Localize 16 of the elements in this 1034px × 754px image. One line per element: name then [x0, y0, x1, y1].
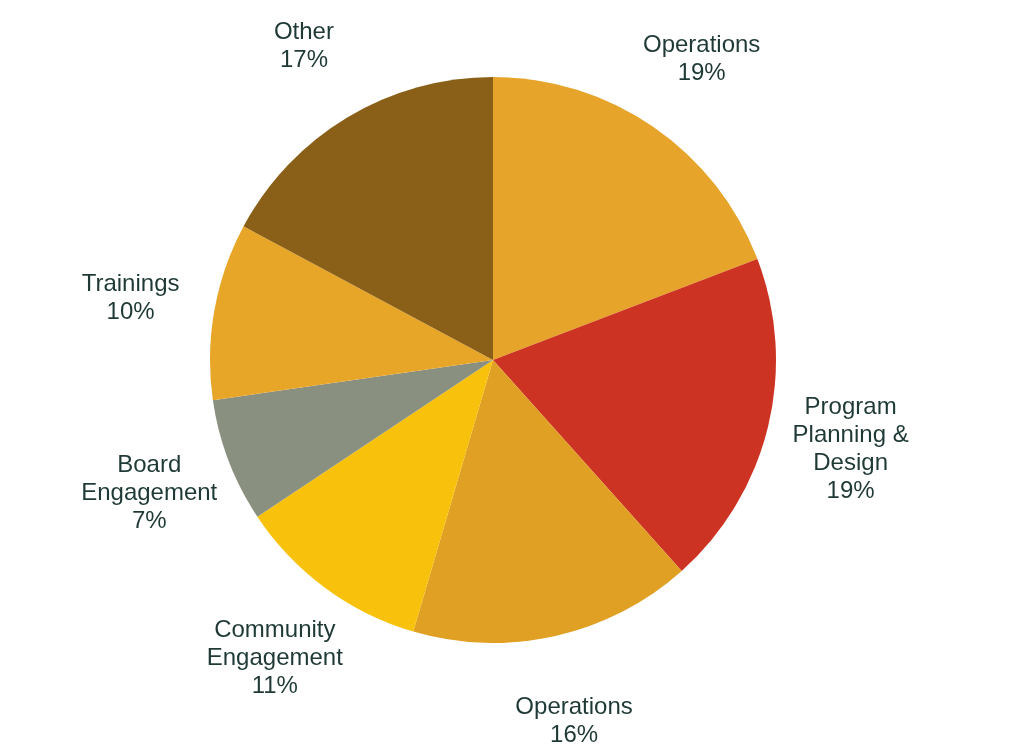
slice-label: Operations	[515, 691, 633, 719]
slice-label: Operations	[642, 29, 761, 57]
slice-label: Trainings	[81, 268, 180, 296]
data-label: 19%	[826, 475, 875, 503]
data-label: 11%	[251, 670, 298, 698]
slice-label: Program Planning & Design	[792, 391, 909, 475]
data-label: 19%	[677, 57, 726, 85]
data-label: 16%	[550, 719, 599, 747]
slice-label: Other	[273, 16, 334, 44]
data-label: 7%	[131, 505, 167, 533]
pie-slice	[243, 77, 493, 360]
slice-label: Board Engagement	[81, 449, 218, 505]
slice-label: Community Engagement	[206, 614, 344, 670]
data-label: 10%	[106, 296, 155, 324]
data-label: 17%	[279, 44, 328, 72]
pie-slice	[493, 259, 776, 571]
